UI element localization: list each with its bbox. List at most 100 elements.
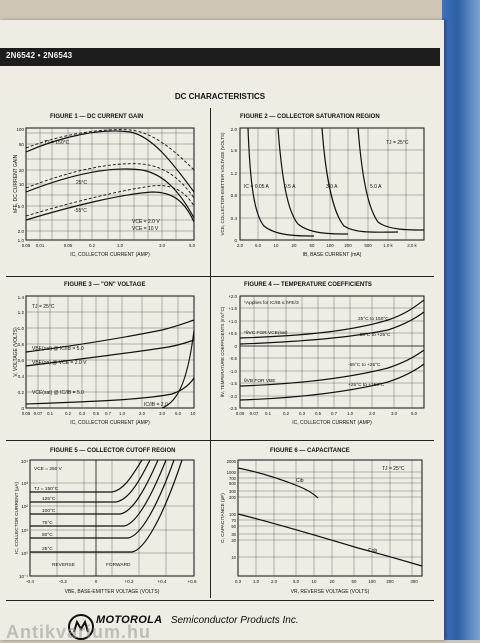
fig3-xtick-2: 0.1	[47, 411, 54, 416]
curve-vce-sat-2	[161, 329, 195, 409]
fig6-xtick-9: 300	[410, 579, 418, 584]
curve-vbe-on	[25, 339, 195, 367]
fig1-ytick-20: 20	[19, 168, 25, 173]
fig5-annot-50: 50°C	[42, 532, 53, 538]
curve-vbe-sat	[25, 319, 195, 353]
fig3-annot-icib: IC/IB = 2.0	[144, 402, 168, 408]
fig4-annot-applies: *Applies for IC/IB ≤ hFE/3	[244, 300, 299, 306]
fig2-ylabel: VCE, COLLECTOR-EMITTER VOLTAGE (VOLTS)	[220, 132, 225, 236]
figure-5-chart: VCE = 250 V TJ = 150°C 125°C 100°C 75°C …	[12, 454, 202, 598]
fig4-annot-t3: -55°C to +25°C	[348, 362, 381, 368]
fig6-ytick-0: 2000	[227, 459, 237, 464]
fig1-ytick-50: 50	[19, 142, 25, 147]
fig4-xtick-2: 0.1	[265, 411, 272, 416]
curve-25c-2v	[25, 168, 195, 219]
fig4-xtick-8: 2.0	[369, 411, 376, 416]
fig6-annot-cib: Cib	[296, 478, 304, 484]
fig2-xtick-6: 200	[344, 243, 352, 248]
fig1-annot-tj: TJ = 150°C	[44, 140, 70, 146]
fig5-annot-75: 75°C	[42, 520, 53, 526]
fig6-xtick-0: 0.3	[235, 579, 242, 584]
curve-150c-10v	[25, 129, 195, 171]
fig4-xtick-0: 0.05	[236, 411, 245, 416]
curve-vce-sat-5	[25, 377, 195, 405]
fig6-ytick-5: 200	[229, 495, 237, 500]
fig2-xlabel: IB, BASE CURRENT (mA)	[303, 252, 362, 258]
fig6-annot-cob: Cob	[368, 548, 377, 554]
fig4-xtick-5: 0.5	[315, 411, 322, 416]
fig5-annot-forward: FORWARD	[106, 562, 131, 568]
fig2-xtick-8: 1.0 k	[383, 243, 393, 248]
fig5-ylabel: IC, COLLECTOR CURRENT (μA)	[14, 482, 20, 554]
fig3-ytick-4: 0.6	[18, 358, 25, 363]
fig2-ytick-4: 0.4	[231, 216, 238, 221]
fig4-ytick-1: +1.5	[228, 306, 237, 311]
fig3-ytick-7: 0	[21, 406, 24, 411]
fig2-xtick-1: 5.0	[255, 243, 262, 248]
header-bar	[0, 48, 440, 66]
fig6-ytick-7: 70	[231, 518, 236, 523]
fig2-xtick-2: 10	[274, 243, 279, 248]
fig4-xtick-1: 0.07	[250, 411, 259, 416]
fig6-ytick-6: 100	[229, 512, 237, 517]
fig6-xtick-2: 2.0	[271, 579, 278, 584]
curve-ic-3a	[321, 127, 399, 233]
fig3-xlabel: IC, COLLECTOR CURRENT (AMP)	[70, 420, 150, 426]
fig4-annot-thvc: *θVC FOR VCE(sat)	[244, 330, 288, 336]
fig3-xtick-5: 0.5	[93, 411, 100, 416]
fig4-ytick-7: -1.5	[229, 381, 237, 386]
fig6-ytick-10: 20	[231, 538, 236, 543]
fig3-ytick-2: 1.0	[18, 326, 25, 331]
curve-ic-05a	[277, 127, 349, 235]
curve-25c-10v	[25, 163, 195, 199]
fig2-ytick-5: 0	[234, 238, 237, 243]
fig2-ytick-1: 1.6	[231, 148, 238, 153]
fig1-xtick-0: 0.05	[22, 243, 31, 248]
fig4-xtick-7: 1.0	[347, 411, 354, 416]
curve-75c	[30, 459, 167, 527]
fig5-xtick-3: +0.2	[124, 579, 134, 584]
fig5-ytick-0: 10⁴	[21, 459, 28, 464]
curve-thvc-25-150	[239, 299, 425, 339]
fig2-xtick-9: 2.0 k	[407, 243, 417, 248]
fig5-annot-25: 25°C	[42, 546, 53, 552]
fig3-ytick-0: 1.4	[18, 295, 25, 300]
divider-vertical	[210, 108, 211, 598]
fig4-annot-t1: 25°C to 150°C	[358, 316, 389, 322]
fig1-ytick-2: 2.0	[18, 229, 25, 234]
fig3-xtick-7: 1.0	[119, 411, 126, 416]
fig1-annot-m55c: -55°C	[74, 208, 87, 214]
figure-4-title: FIGURE 4 — TEMPERATURE COEFFICIENTS	[244, 282, 372, 288]
curve-thvc-m55-25	[239, 311, 425, 345]
fig6-ytick-9: 30	[231, 532, 236, 537]
fig5-xtick-5: +0.6	[187, 579, 197, 584]
curve-ic-5a	[357, 127, 425, 231]
fig3-ytick-1: 1.2	[18, 310, 25, 315]
fig1-ytick-5: 5.0	[18, 204, 25, 209]
fig5-ytick-5: 10⁻¹	[19, 574, 29, 579]
figure-2-chart: TJ = 25°C IC = 0.05 A 0.5 A 3.0 A 5.0 A …	[218, 122, 432, 262]
fig3-xtick-6: 0.7	[105, 411, 112, 416]
fig1-xtick-5: 0.2	[89, 243, 96, 248]
fig4-ytick-8: -2.0	[229, 394, 237, 399]
fig2-ytick-2: 1.2	[231, 171, 238, 176]
fig4-annot-t2: -55°C to +25°C	[358, 332, 391, 338]
fig5-xtick-0: -0.4	[26, 579, 34, 584]
fig6-ytick-11: 10	[231, 555, 236, 560]
curve-50c	[30, 459, 175, 539]
curve-100c	[30, 459, 159, 515]
fig6-xtick-7: 100	[368, 579, 376, 584]
figure-6-grid	[238, 460, 422, 576]
figure-1-chart: TJ = 150°C 25°C -55°C VCE = 2.0 V VCE = …	[12, 122, 202, 262]
fig6-xtick-5: 20	[330, 579, 335, 584]
figure-4-chart: *Applies for IC/IB ≤ hFE/3 *θVC FOR VCE(…	[218, 290, 432, 430]
figure-1-title: FIGURE 1 — DC CURRENT GAIN	[50, 114, 144, 120]
fig3-annot-tj: TJ = 25°C	[32, 304, 55, 310]
fig2-xtick-3: 20	[292, 243, 297, 248]
fig4-xtick-4: 0.3	[299, 411, 306, 416]
fig4-ytick-2: +1.0	[228, 319, 237, 324]
curve-125c	[30, 459, 151, 503]
fig1-annot-vce10: VCE = 10 V	[132, 226, 159, 232]
fig4-xlabel: IC, COLLECTOR CURRENT (AMP)	[292, 420, 372, 426]
fig6-xtick-6: 50	[352, 579, 357, 584]
